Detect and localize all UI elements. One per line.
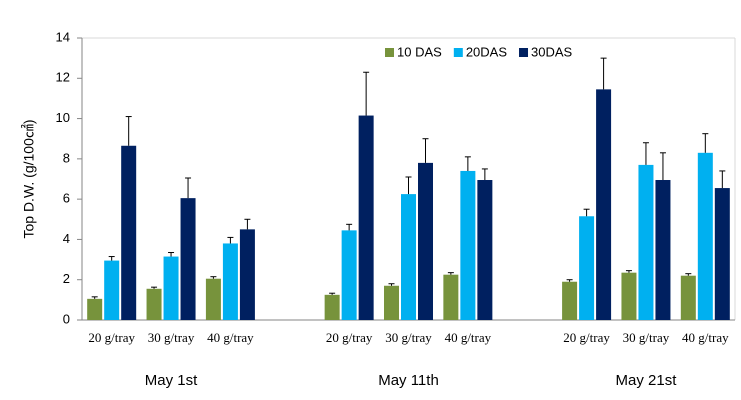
bar — [222, 243, 238, 320]
bar — [680, 275, 696, 320]
bar — [579, 216, 595, 320]
bar — [146, 288, 162, 320]
bar — [180, 198, 196, 320]
y-tick-label: 4 — [63, 231, 70, 246]
bar — [401, 194, 416, 320]
y-tick-label: 0 — [63, 311, 70, 326]
legend-swatch — [385, 48, 394, 57]
bar — [324, 294, 340, 320]
bar — [341, 230, 357, 320]
bar — [477, 180, 493, 320]
x-tick-label: 40 g/tray — [682, 330, 729, 345]
bar — [562, 281, 578, 320]
bar — [87, 298, 103, 320]
y-tick-label: 6 — [63, 191, 70, 206]
bar — [655, 180, 671, 320]
bar — [443, 274, 459, 320]
bar — [384, 285, 399, 320]
x-tick-label: 20 g/tray — [88, 330, 135, 345]
bar — [621, 272, 637, 320]
bar — [460, 170, 476, 320]
bar — [358, 115, 374, 320]
group-label: May 21st — [616, 372, 678, 389]
bar — [714, 188, 730, 320]
bar — [104, 260, 120, 320]
group-label: May 1st — [145, 372, 198, 389]
x-tick-label: 40 g/tray — [445, 330, 492, 345]
bar — [697, 152, 713, 320]
x-tick-label: 30 g/tray — [148, 330, 195, 345]
bar — [163, 256, 179, 320]
y-tick-label: 10 — [56, 110, 70, 125]
group-label: May 11th — [378, 372, 439, 389]
legend-swatch — [453, 48, 463, 57]
bar — [596, 89, 612, 320]
y-tick-label: 12 — [56, 70, 70, 85]
y-tick-label: 14 — [56, 29, 70, 44]
legend-label: 30DAS — [531, 44, 573, 59]
x-tick-label: 20 g/tray — [326, 330, 373, 345]
bar — [418, 162, 433, 320]
legend-swatch — [519, 48, 529, 57]
legend-label: 20DAS — [466, 44, 508, 59]
x-tick-label: 30 g/tray — [385, 330, 432, 345]
x-tick-label: 20 g/tray — [563, 330, 610, 345]
bar — [205, 278, 221, 320]
bar — [239, 229, 255, 320]
bar — [121, 145, 137, 320]
x-tick-label: 30 g/tray — [623, 330, 670, 345]
y-axis-label: Top D.W. (g/100㎠) — [21, 119, 37, 238]
bar — [638, 164, 654, 320]
x-tick-label: 40 g/tray — [207, 330, 254, 345]
y-tick-label: 8 — [63, 150, 70, 165]
legend-label: 10 DAS — [397, 44, 442, 59]
y-tick-label: 2 — [63, 271, 70, 286]
